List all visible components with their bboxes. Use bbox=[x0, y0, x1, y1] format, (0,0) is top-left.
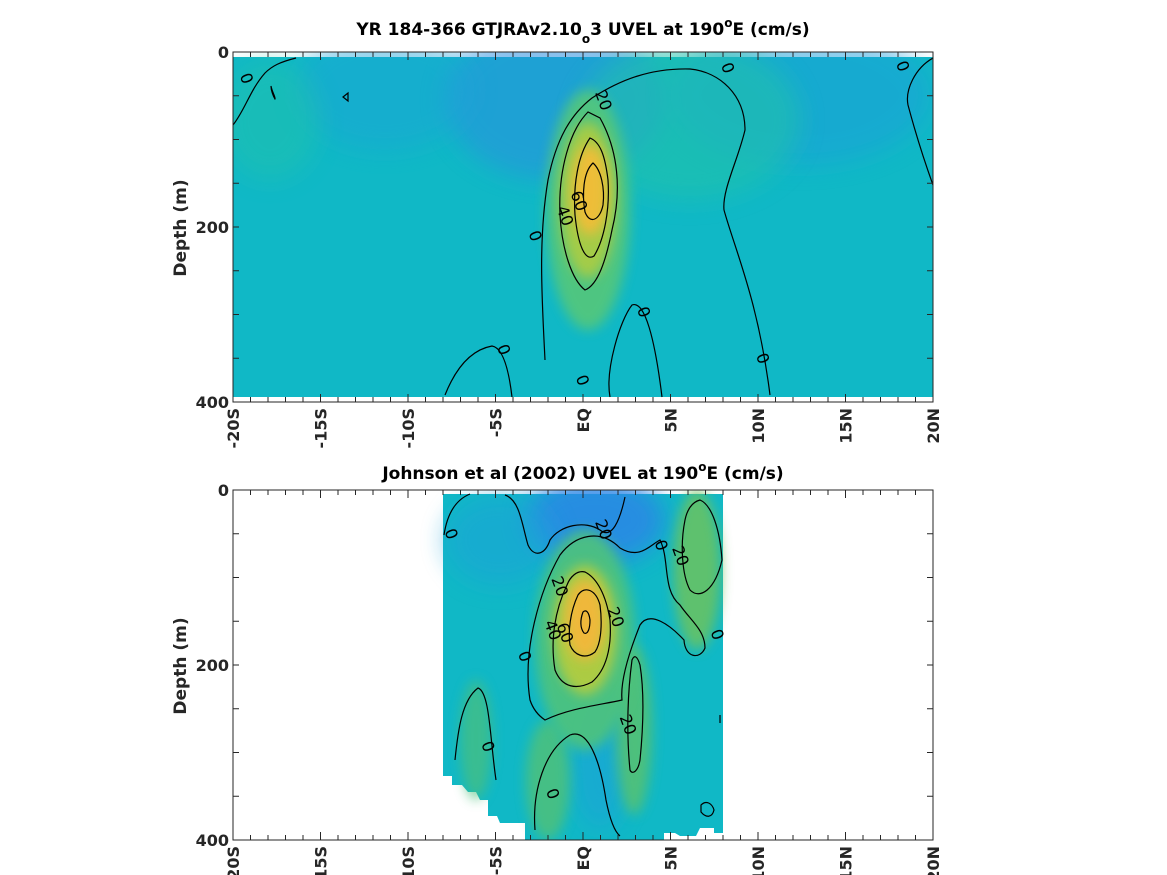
bottom-contour-twenty bbox=[681, 499, 723, 595]
top-y-axis-label: Depth (m) bbox=[171, 179, 191, 276]
bottom-contour-zero bbox=[504, 494, 626, 554]
bottom-contour-zero bbox=[454, 687, 497, 781]
top-panel-title: YR 184-366 GTJRAv2.10o3 UVEL at 190oE (c… bbox=[355, 16, 809, 46]
bottom-contour-zero bbox=[700, 801, 715, 817]
bottom-heatmap bbox=[443, 490, 723, 840]
top-contour-zero bbox=[270, 85, 276, 100]
bottom-heatmap-secondary-blob bbox=[460, 680, 492, 800]
top-y-ticks: 0 200 400 bbox=[196, 43, 933, 412]
x-tick-label: 5N bbox=[662, 408, 681, 433]
bottom-contour-sixty bbox=[580, 610, 591, 634]
top-contour-zero bbox=[444, 345, 513, 398]
top-contour-forty bbox=[574, 137, 609, 258]
bottom-contour-zero bbox=[527, 535, 706, 721]
x-tick-label: 10N bbox=[749, 846, 768, 875]
x-tick-label: -15S bbox=[312, 408, 331, 448]
bottom-panel: Johnson et al (2002) UVEL at 190oE (cm/s… bbox=[171, 460, 943, 875]
y-tick-label: 400 bbox=[196, 831, 229, 850]
y-tick-label: 400 bbox=[196, 393, 229, 412]
top-contour-sixty bbox=[582, 162, 605, 221]
bottom-contour-zero bbox=[443, 493, 471, 536]
top-contour-zero bbox=[608, 304, 663, 398]
top-heatmap-core-inner bbox=[572, 145, 608, 235]
x-tick-label: 15N bbox=[837, 846, 856, 875]
x-tick-label: 15N bbox=[837, 408, 856, 444]
y-tick-label: 200 bbox=[196, 218, 229, 237]
x-tick-label: 20N bbox=[924, 846, 943, 875]
x-tick-label: -20S bbox=[224, 846, 243, 875]
bottom-heatmap-westward-blob bbox=[445, 495, 555, 585]
top-contour-zero bbox=[906, 57, 933, 186]
top-contour-zero bbox=[233, 57, 297, 126]
bottom-contour-forty bbox=[568, 589, 602, 657]
x-tick-label: -5S bbox=[487, 408, 506, 437]
top-x-ticks: -20S -15S -10S -5S EQ 5N 10N 15N 20N bbox=[224, 52, 943, 448]
y-tick-label: 0 bbox=[218, 43, 229, 62]
bottom-heatmap-secondary-blob bbox=[526, 720, 570, 840]
x-tick-label: -10S bbox=[399, 408, 418, 448]
x-tick-label: 20N bbox=[924, 408, 943, 444]
x-tick-label: -5S bbox=[487, 846, 506, 875]
x-tick-label: -10S bbox=[399, 846, 418, 875]
y-tick-label: 0 bbox=[218, 481, 229, 500]
bottom-x-ticks: -20S -15S -10S -5S EQ 5N 10N 15N 20N bbox=[224, 490, 943, 875]
top-contour-zero bbox=[342, 91, 349, 103]
y-tick-label: 200 bbox=[196, 656, 229, 675]
bottom-y-axis-label: Depth (m) bbox=[171, 617, 191, 714]
top-heatmap-eastward-blob bbox=[580, 52, 800, 200]
x-tick-label: -15S bbox=[312, 846, 331, 875]
bottom-panel-title: Johnson et al (2002) UVEL at 190oE (cm/s… bbox=[381, 460, 783, 484]
x-tick-label: EQ bbox=[574, 846, 593, 871]
top-contour-zero bbox=[541, 68, 771, 396]
bottom-contour-twenty bbox=[552, 571, 611, 688]
bottom-heatmap-core-inner bbox=[565, 580, 605, 660]
top-heatmap bbox=[233, 52, 933, 398]
x-tick-label: 10N bbox=[749, 408, 768, 444]
x-tick-label: -20S bbox=[224, 408, 243, 448]
bottom-contour-twenty bbox=[627, 656, 644, 773]
top-heatmap-eastward-blob bbox=[233, 60, 320, 180]
bottom-contour-zero bbox=[533, 733, 621, 837]
bottom-heatmap-secondary-blob bbox=[673, 490, 721, 650]
x-tick-label: 5N bbox=[662, 846, 681, 871]
top-heatmap-westward-blob bbox=[295, 52, 475, 150]
x-tick-label: EQ bbox=[574, 408, 593, 433]
top-panel: YR 184-366 GTJRAv2.10o3 UVEL at 190oE (c… bbox=[171, 16, 943, 448]
bottom-y-ticks: 0 200 400 bbox=[196, 481, 933, 850]
top-contour-twenty bbox=[559, 111, 618, 291]
